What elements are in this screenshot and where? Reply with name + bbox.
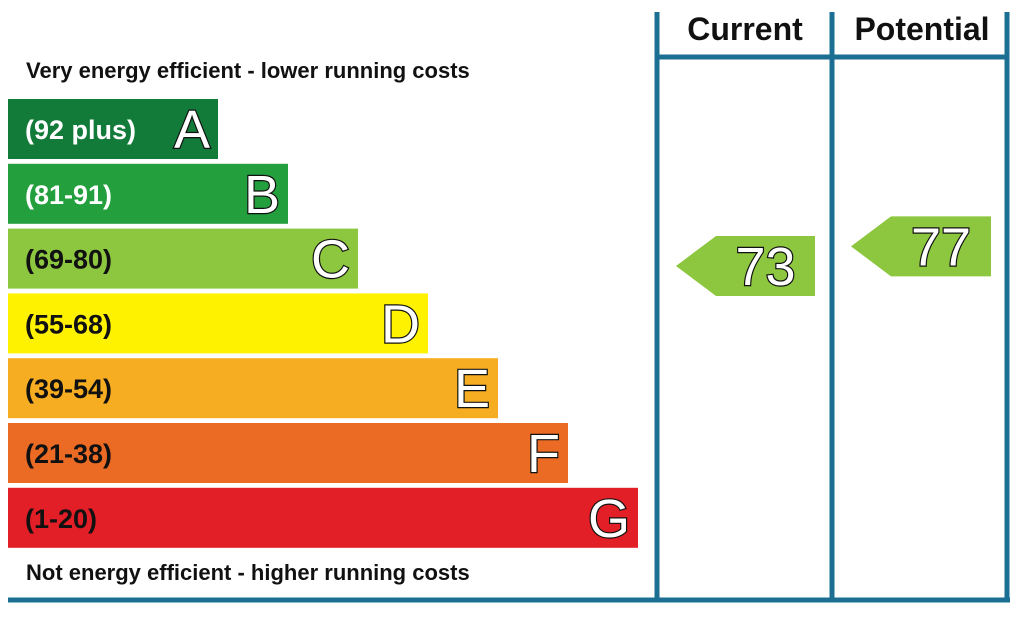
rating-arrows: 73 77 bbox=[676, 216, 991, 298]
band-b-letter: B bbox=[244, 165, 280, 225]
band-a-range: (92 plus) bbox=[25, 115, 136, 145]
chart-frame bbox=[8, 12, 1010, 603]
band-e-letter: E bbox=[454, 359, 490, 419]
band-e-range: (39-54) bbox=[25, 374, 112, 404]
band-b-range: (81-91) bbox=[25, 180, 112, 210]
band-g-bar bbox=[8, 487, 638, 548]
band-d-letter: D bbox=[381, 294, 420, 354]
band-d-bar bbox=[8, 293, 428, 354]
band-f-range: (21-38) bbox=[25, 439, 112, 469]
current-rating-arrow bbox=[676, 235, 815, 296]
potential-column-header: Potential bbox=[854, 11, 989, 47]
band-c-range: (69-80) bbox=[25, 245, 112, 275]
bottom-caption: Not energy efficient - higher running co… bbox=[26, 560, 470, 585]
band-e-bar bbox=[8, 358, 498, 419]
current-column-header: Current bbox=[687, 11, 803, 47]
band-f-bar bbox=[8, 423, 568, 483]
band-d-range: (55-68) bbox=[25, 309, 112, 339]
band-f-letter: F bbox=[527, 424, 560, 484]
band-a-bar bbox=[8, 99, 218, 159]
potential-rating-arrow bbox=[851, 216, 991, 277]
band-a-letter: A bbox=[174, 100, 210, 160]
current-rating-value: 73 bbox=[735, 237, 795, 297]
top-caption: Very energy efficient - lower running co… bbox=[26, 58, 470, 83]
rating-bands: (92 plus) A (81-91) B (69-80) C (55-68) D (39-54… bbox=[8, 99, 638, 550]
band-c-letter: C bbox=[311, 230, 350, 290]
band-g-range: (1-20) bbox=[25, 504, 97, 534]
band-c-bar bbox=[8, 228, 358, 289]
band-b-bar bbox=[8, 163, 288, 224]
potential-rating-value: 77 bbox=[911, 217, 971, 277]
band-g-letter: G bbox=[588, 489, 630, 549]
